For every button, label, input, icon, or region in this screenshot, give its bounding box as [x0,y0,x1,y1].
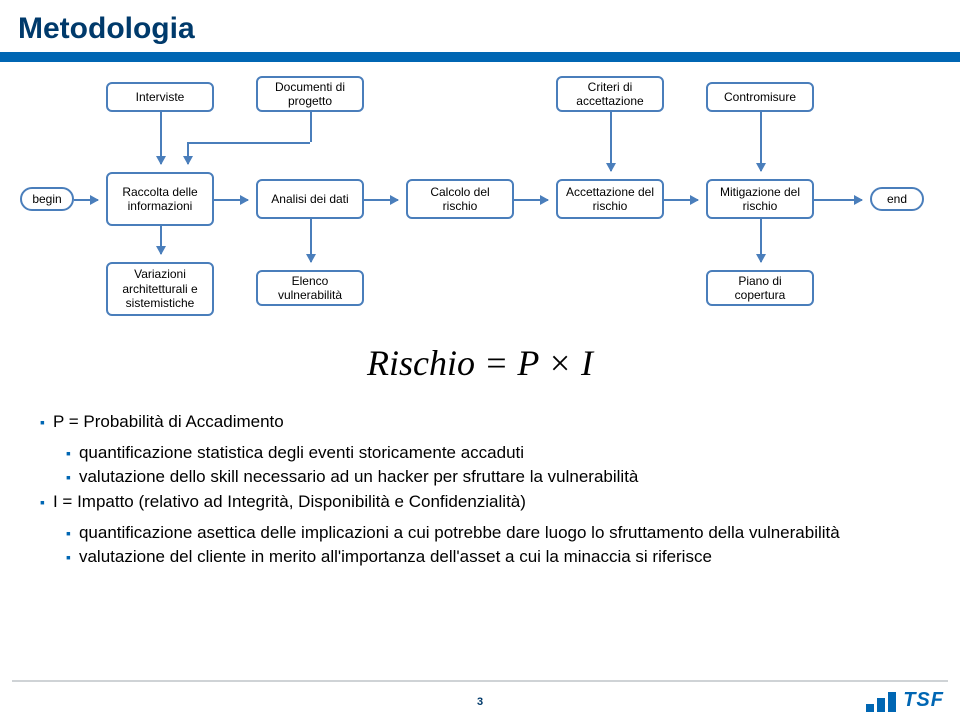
flow-node-piano: Piano di copertura [706,270,814,306]
flow-node-mitig: Mitigazione del rischio [706,179,814,219]
flow-node-criteri: Criteri di accettazione [556,76,664,112]
flow-node-elenco: Elenco vulnerabilità [256,270,364,306]
bullet-item: I = Impatto (relativo ad Integrità, Disp… [40,490,960,515]
flow-node-variaz: Variazioni architetturali e sistemistich… [106,262,214,316]
bullet-sub-item: quantificazione asettica delle implicazi… [66,521,960,546]
bullet-sub-item: valutazione dello skill necessario ad un… [66,465,960,490]
title-underline [0,52,960,62]
flow-node-end: end [870,187,924,211]
flow-node-begin: begin [20,187,74,211]
tsf-logo: TSF [866,689,944,712]
flow-node-raccolta: Raccolta delle informazioni [106,172,214,226]
bullet-list: P = Probabilità di Accadimento quantifica… [40,410,960,570]
flow-node-interviste: Interviste [106,82,214,112]
bullet-sub-item: valutazione del cliente in merito all'im… [66,545,960,570]
risk-formula: Rischio = P × I [367,343,593,383]
page-title: Metodologia [18,12,960,46]
page-number: 3 [477,696,483,708]
flowchart: begin Raccolta delle informazioni Analisi … [20,72,940,322]
flow-node-docprog: Documenti di progetto [256,76,364,112]
bullet-sub-item: quantificazione statistica degli eventi … [66,441,960,466]
bullet-item: P = Probabilità di Accadimento [40,410,960,435]
flow-node-analisi: Analisi dei dati [256,179,364,219]
flow-node-accett: Accettazione del rischio [556,179,664,219]
flow-node-calcolo: Calcolo del rischio [406,179,514,219]
flow-node-contromisure: Contromisure [706,82,814,112]
footer: 3 TSF [0,680,960,716]
